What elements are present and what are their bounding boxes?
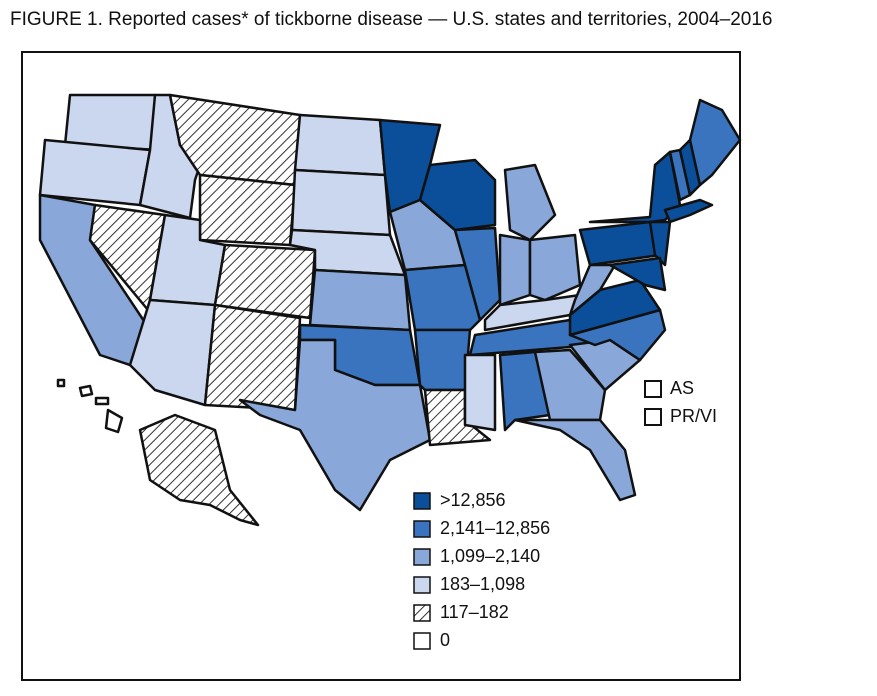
us-map xyxy=(38,93,742,527)
legend-label: 0 xyxy=(440,630,450,650)
legend-swatch xyxy=(413,548,431,566)
legend-label: 1,099–2,140 xyxy=(440,546,540,566)
legend-swatch xyxy=(413,604,431,622)
territory-swatch xyxy=(644,380,662,398)
legend-swatch xyxy=(413,520,431,538)
legend-label: 2,141–12,856 xyxy=(440,518,550,538)
legend-label: >12,856 xyxy=(440,490,506,510)
territory-label: PR/VI xyxy=(670,406,717,426)
title: FIGURE 1. Reported cases* of tickborne d… xyxy=(10,9,773,30)
legend: >12,856 2,141–12,856 1,099–2,140 183–1,0… xyxy=(413,490,550,650)
legend-label: 117–182 xyxy=(440,602,509,622)
legend-swatch xyxy=(413,576,431,594)
territories: AS PR/VI xyxy=(644,378,717,426)
legend-label: 183–1,098 xyxy=(440,574,525,594)
territory-label: AS xyxy=(670,378,694,398)
territory-swatch xyxy=(644,408,662,426)
legend-swatch xyxy=(413,632,431,650)
legend-swatch xyxy=(413,492,431,510)
